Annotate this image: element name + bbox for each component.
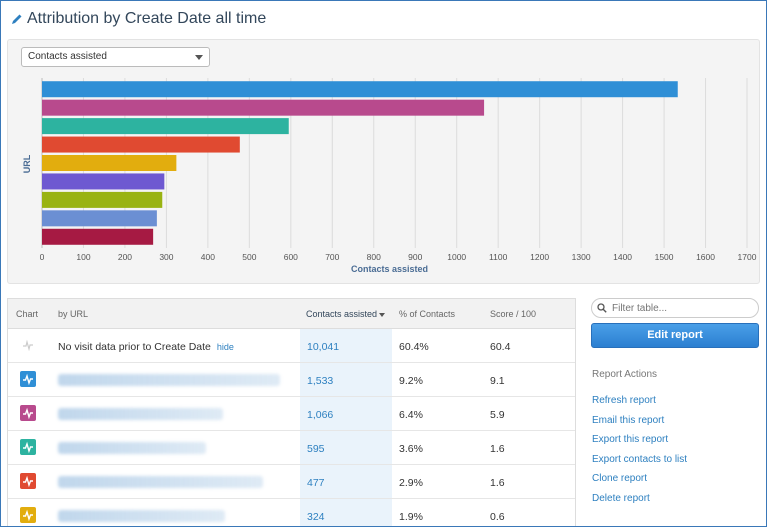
x-tick-label: 1400 — [613, 252, 632, 262]
score-value: 5.9 — [490, 409, 505, 421]
url-link-blurred[interactable] — [58, 442, 206, 454]
table-header: Chart by URL Contacts assisted % of Cont… — [8, 299, 575, 329]
report-action-link[interactable]: Export this report — [592, 434, 669, 445]
x-tick-label: 900 — [408, 252, 422, 262]
x-tick-label: 1200 — [530, 252, 549, 262]
score-value: 60.4 — [490, 341, 511, 353]
bar — [42, 81, 678, 98]
x-tick-label: 1300 — [572, 252, 591, 262]
chart-toggle-icon[interactable] — [20, 507, 36, 523]
page-title: Attribution by Create Date all time — [27, 10, 267, 27]
bar — [42, 173, 165, 190]
score-value: 1.6 — [490, 443, 505, 455]
title-row: Attribution by Create Date all time — [11, 7, 266, 31]
score-value: 9.1 — [490, 375, 505, 387]
metric-select-value: Contacts assisted — [28, 51, 107, 62]
url-link-blurred[interactable] — [58, 476, 263, 488]
chart-disabled-icon — [23, 339, 33, 351]
report-action-link[interactable]: Delete report — [592, 492, 650, 504]
x-tick-label: 800 — [367, 252, 381, 262]
report-actions-heading: Report Actions — [592, 369, 658, 380]
contacts-value[interactable]: 1,533 — [307, 375, 334, 387]
contacts-value[interactable]: 1,066 — [307, 409, 334, 421]
x-tick-label: 600 — [284, 252, 298, 262]
report-action-link[interactable]: Clone report — [592, 473, 648, 484]
search-icon — [597, 303, 607, 313]
table-row: 595 3.6% 1.6 — [8, 431, 575, 465]
bar-chart: 0 100 200 300 400 500 600 700 800 900 1000 1100 1200… — [22, 78, 757, 274]
bar — [42, 191, 163, 208]
no-visit-label: No visit data prior to Create Date — [58, 341, 211, 353]
header-contacts-assisted[interactable]: Contacts assisted — [306, 309, 386, 319]
report-action-link[interactable]: Export contacts to list — [592, 453, 688, 465]
data-table: Chart by URL Contacts assisted % of Cont… — [7, 298, 576, 526]
sorted-column-highlight — [300, 329, 392, 526]
bar — [42, 210, 157, 227]
hide-link[interactable]: hide — [216, 342, 234, 352]
percent-value: 60.4% — [399, 341, 429, 353]
percent-value: 9.2% — [399, 375, 423, 387]
x-tick-label: 0 — [40, 252, 45, 262]
bar — [42, 136, 240, 153]
x-tick-label: 1000 — [447, 252, 466, 262]
y-axis-label: URL — [22, 154, 32, 173]
header-contacts-label: Contacts assisted — [306, 309, 378, 319]
edit-report-button[interactable]: Edit report — [591, 323, 759, 348]
chart-panel: 0 100 200 300 400 500 600 700 800 900 1000 1100 1200… — [7, 39, 760, 284]
chevron-down-icon — [195, 55, 203, 60]
contacts-value[interactable]: 324 — [307, 511, 325, 523]
x-tick-label: 1100 — [489, 252, 508, 262]
row-label: No visit data prior to Create Date hide — [58, 341, 234, 353]
percent-value: 6.4% — [399, 409, 423, 421]
sort-desc-icon — [379, 312, 386, 317]
bar — [42, 228, 154, 245]
score-value: 0.6 — [490, 511, 505, 523]
contacts-value[interactable]: 477 — [307, 477, 325, 489]
bar — [42, 99, 485, 116]
x-tick-label: 300 — [159, 252, 173, 262]
report-action-link[interactable]: Email this report — [592, 414, 665, 426]
table-row: 1,533 9.2% 9.1 — [8, 363, 575, 397]
x-tick-label: 500 — [242, 252, 256, 262]
bar — [42, 155, 177, 171]
bar — [42, 118, 289, 135]
percent-value: 3.6% — [399, 443, 423, 455]
filter-table-input[interactable] — [591, 298, 759, 318]
header-chart: Chart — [16, 309, 39, 319]
table-row: 1,066 6.4% 5.9 — [8, 397, 575, 431]
chart-toggle-icon[interactable] — [20, 405, 36, 421]
percent-value: 1.9% — [399, 511, 423, 523]
x-tick-label: 200 — [118, 252, 132, 262]
chart-toggle-icon[interactable] — [20, 439, 36, 455]
table-row: 324 1.9% 0.6 — [8, 499, 575, 526]
score-value: 1.6 — [490, 477, 505, 489]
percent-value: 2.9% — [399, 477, 423, 489]
header-percent-contacts[interactable]: % of Contacts — [399, 309, 456, 319]
metric-select[interactable]: Contacts assisted — [21, 47, 210, 67]
x-tick-label: 1500 — [655, 252, 674, 262]
url-link-blurred[interactable] — [58, 408, 223, 420]
contacts-value[interactable]: 595 — [307, 443, 325, 455]
contacts-value[interactable]: 10,041 — [307, 341, 340, 353]
x-tick-label: 1700 — [738, 252, 757, 262]
x-tick-label: 400 — [201, 252, 215, 262]
x-tick-label: 100 — [76, 252, 90, 262]
url-link-blurred[interactable] — [58, 374, 280, 386]
header-by-url[interactable]: by URL — [58, 309, 89, 319]
chart-toggle-icon[interactable] — [20, 473, 36, 489]
header-score[interactable]: Score / 100 — [490, 309, 537, 319]
x-axis-label: Contacts assisted — [351, 264, 428, 274]
x-tick-label: 1600 — [696, 252, 715, 262]
x-tick-label: 700 — [325, 252, 339, 262]
chart-toggle-icon[interactable] — [20, 371, 36, 387]
pencil-icon[interactable] — [11, 13, 23, 25]
table-row: 477 2.9% 1.6 — [8, 465, 575, 499]
url-link-blurred[interactable] — [58, 510, 225, 522]
report-action-link[interactable]: Refresh report — [592, 395, 656, 406]
table-row: No visit data prior to Create Date hide 1… — [8, 329, 575, 363]
